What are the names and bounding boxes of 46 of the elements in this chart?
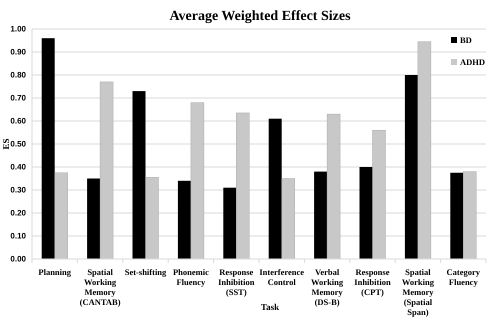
bar: [132, 91, 146, 259]
y-tick-label: 0.20: [10, 208, 27, 218]
x-tick-label: Response Inhibition (CPT): [354, 267, 391, 297]
y-tick-label: 1.00: [10, 24, 27, 34]
x-tick-label: Planning: [38, 267, 72, 277]
y-tick-label: 0.40: [10, 162, 27, 172]
bar: [281, 178, 295, 260]
bar: [100, 82, 114, 260]
bar: [450, 172, 464, 259]
x-tick-label: Verbal Working Memory (DS-B): [311, 267, 344, 307]
y-tick-label: 0.70: [10, 94, 27, 103]
bar: [223, 188, 236, 259]
bar: [42, 38, 55, 259]
bar: [236, 112, 250, 260]
legend-label: ADHD: [460, 57, 486, 67]
bar: [326, 114, 340, 260]
legend-label: BD: [460, 35, 472, 45]
bar: [54, 172, 68, 260]
y-tick-label: 0.80: [10, 70, 27, 80]
y-tick-label: 0.00: [10, 254, 27, 264]
y-tick-label: 0.50: [10, 140, 27, 149]
x-tick-label: Interference Control: [259, 267, 304, 287]
bar: [418, 41, 432, 260]
bar: [360, 167, 372, 259]
y-axis-title: ES: [1, 138, 11, 150]
chart-title: Average Weighted Effect Sizes: [169, 9, 352, 24]
bar: [87, 178, 100, 259]
x-tick-label: Spatial Working Memory (CANTAB): [80, 267, 121, 307]
y-tick-label: 0.90: [10, 48, 27, 57]
x-tick-label: Set-shifting: [124, 267, 168, 277]
x-tick-label: Phonemic Fluency: [172, 267, 210, 287]
bar: [404, 75, 418, 259]
x-tick-label: Category Fluency: [446, 267, 481, 287]
bar: [145, 177, 159, 260]
bar: [372, 130, 386, 260]
bar: [268, 118, 282, 259]
x-axis-title: Task: [260, 302, 280, 312]
y-tick-label: 0.60: [10, 116, 27, 126]
x-tick-label: Spatial Working Memory (Spatial Span): [402, 267, 435, 317]
bar: [178, 180, 191, 259]
x-tick-label: Response Inhibition (SST): [218, 267, 255, 297]
y-tick-label: 0.10: [10, 232, 27, 241]
y-tick-label: 0.30: [10, 186, 27, 195]
bar: [463, 171, 477, 260]
bar: [314, 172, 328, 259]
bar: [190, 102, 204, 260]
